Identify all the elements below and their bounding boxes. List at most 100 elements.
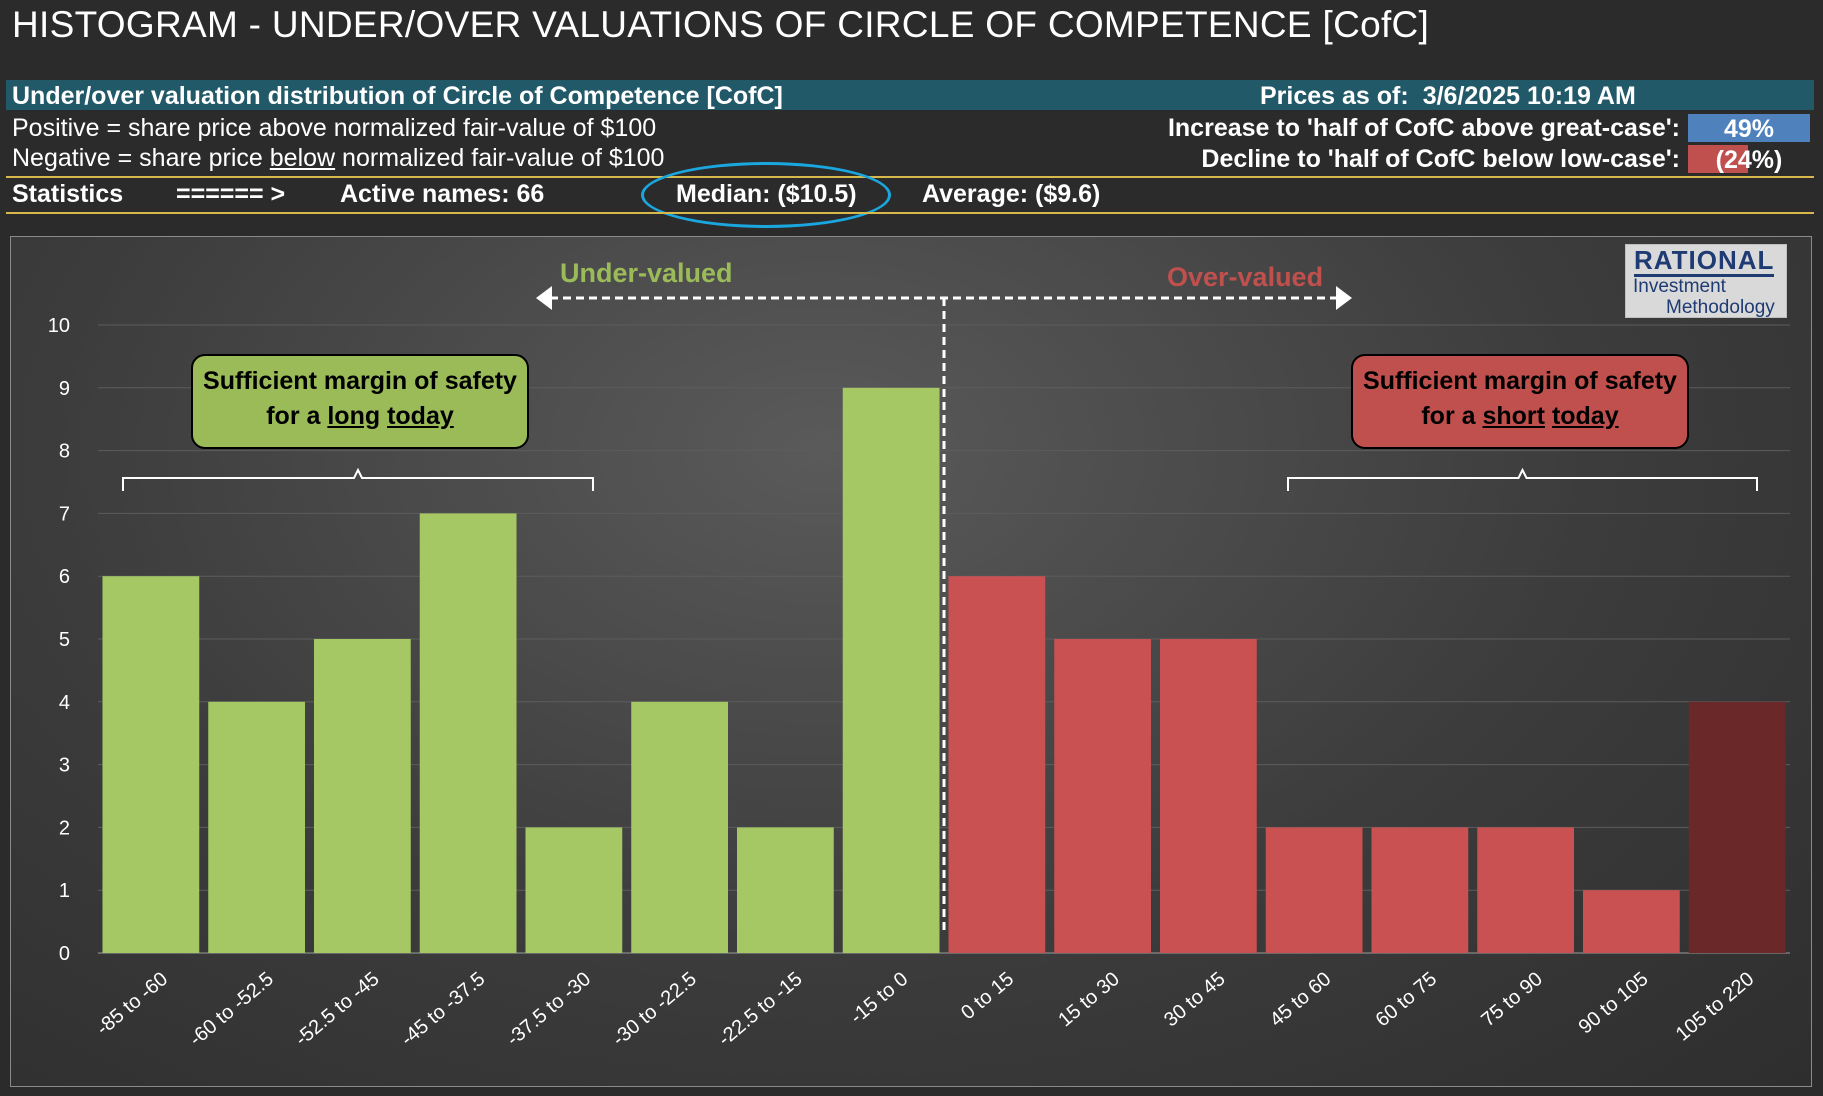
logo-line1: RATIONAL: [1634, 245, 1775, 277]
long-callout-today: today: [387, 402, 454, 430]
arrow-right-icon: [1336, 286, 1352, 310]
y-tick-label: 1: [59, 880, 70, 902]
negative-note-suffix: normalized fair-value of $100: [335, 144, 665, 172]
positive-note-emph: above: [258, 114, 327, 142]
long-margin-callout: Sufficient margin of safety for a long t…: [191, 354, 529, 449]
y-tick-label: 8: [59, 441, 70, 463]
average-stat: Average: ($9.6): [922, 180, 1100, 212]
negative-note: Negative = share price below normalized …: [12, 144, 664, 173]
x-tick-label: 0 to 15: [957, 968, 1018, 1024]
y-tick-label: 5: [59, 629, 70, 651]
short-callout-line2: for a short today: [1353, 399, 1687, 434]
y-tick-label: 4: [59, 692, 70, 714]
x-tick-label: -85 to -60: [92, 968, 172, 1040]
x-tick-label: 60 to 75: [1372, 968, 1442, 1031]
long-bracket: [122, 467, 594, 491]
bar-45-to-60: [1265, 827, 1363, 953]
short-callout-line1: Sufficient margin of safety: [1363, 367, 1677, 395]
increase-bar-fill: [1688, 114, 1810, 142]
decline-value: (24%): [1715, 146, 1783, 174]
x-tick-label: -30 to -22.5: [608, 968, 701, 1051]
positive-note: Positive = share price above normalized …: [12, 114, 656, 143]
banner-title: Under/over valuation distribution of Cir…: [12, 82, 783, 110]
x-tick-label: -22.5 to -15: [714, 968, 807, 1051]
bar-0-to-15: [948, 576, 1046, 953]
y-tick-label: 2: [59, 817, 70, 839]
y-tick-label: 10: [48, 315, 70, 337]
stats-label: Statistics: [12, 180, 124, 208]
short-margin-callout: Sufficient margin of safety for a short …: [1351, 354, 1689, 449]
short-callout-today: today: [1551, 402, 1619, 430]
bar-105-to-220: [1688, 701, 1786, 953]
x-tick-label: -45 to -37.5: [397, 968, 490, 1051]
short-callout-prefix: for a: [1421, 402, 1483, 430]
short-bracket: [1287, 467, 1758, 491]
positive-note-prefix: Positive = share price: [12, 114, 259, 142]
bar-90-to-105: [1582, 890, 1680, 953]
bars: [102, 387, 1786, 953]
bar--52.5-to--45: [313, 639, 411, 953]
bar-30-to-45: [1159, 639, 1257, 953]
bar--30-to--22.5: [631, 701, 729, 953]
long-callout-word: long: [327, 402, 381, 430]
arrow-left-icon: [536, 286, 552, 310]
long-callout-prefix: for a: [266, 402, 328, 430]
y-tick-label: 9: [59, 378, 70, 400]
x-tick-label: -52.5 to -45: [291, 968, 384, 1051]
page-title: HISTOGRAM - UNDER/OVER VALUATIONS OF CIR…: [12, 4, 1430, 45]
annotations: Under-valued Over-valued: [122, 258, 1758, 935]
rational-logo: RATIONAL Investment Methodology: [1625, 244, 1787, 318]
decline-bar: (24%): [1688, 145, 1810, 174]
y-tick-label: 7: [59, 503, 70, 525]
negative-note-emph: below: [269, 144, 336, 172]
bar-75-to-90: [1477, 827, 1575, 953]
x-tick-label: 45 to 60: [1266, 968, 1336, 1031]
bar-60-to-75: [1371, 827, 1469, 953]
bar--15-to-0: [842, 387, 940, 953]
bar--85-to--60: [102, 576, 200, 953]
x-tick-label: -37.5 to -30: [503, 968, 596, 1051]
y-tick-label: 3: [59, 755, 70, 777]
over-valued-label: Over-valued: [1167, 262, 1323, 292]
increase-label: Increase to 'half of CofC above great-ca…: [1167, 114, 1680, 142]
prices-label: Prices as of:: [1260, 82, 1409, 110]
average-value: ($9.6): [1035, 180, 1101, 208]
x-tick-label: 90 to 105: [1575, 968, 1653, 1038]
positive-note-suffix: normalized fair-value of $100: [326, 114, 657, 142]
x-tick-label: 105 to 220: [1672, 968, 1759, 1046]
y-tick-labels: 0 1 2 3 4 5 6 7 8 9 10: [48, 315, 70, 965]
bar--22.5-to--15: [736, 827, 834, 953]
prices-value: 3/6/2025 10:19 AM: [1422, 82, 1636, 110]
short-callout-word: short: [1482, 402, 1545, 430]
bar--45-to--37.5: [419, 513, 517, 953]
logo-line3: Methodology: [1666, 297, 1775, 318]
x-tick-label: 30 to 45: [1160, 968, 1230, 1031]
y-tick-label: 0: [59, 943, 70, 965]
negative-note-prefix: Negative = share price: [12, 144, 270, 172]
median-highlight-ellipse: [641, 162, 891, 228]
long-callout-line1: Sufficient margin of safety: [203, 367, 517, 395]
under-valued-label: Under-valued: [560, 258, 733, 288]
decline-label: Decline to 'half of CofC below low-case'…: [1201, 145, 1680, 173]
active-names-label: Active names:: [340, 180, 510, 208]
stats-arrow: ====== >: [176, 180, 286, 208]
long-callout-line2: for a long today: [193, 399, 527, 434]
x-tick-labels: -85 to -60 -60 to -52.5 -52.5 to -45 -45 to…: [92, 968, 1758, 1051]
prices-as-of: Prices as of: 3/6/2025 10:19 AM: [1260, 82, 1636, 111]
x-tick-label: -15 to 0: [846, 968, 912, 1028]
decline-bar-fill: [1688, 145, 1748, 173]
divider-bottom: [6, 212, 1814, 214]
increase-bar: 49%: [1688, 114, 1810, 143]
active-names-value: 66: [516, 180, 545, 208]
x-tick-label: 15 to 30: [1054, 968, 1124, 1031]
increase-value: 49%: [1723, 115, 1775, 143]
divider-top: [6, 176, 1814, 178]
bar-15-to-30: [1054, 639, 1152, 953]
bar--37.5-to--30: [525, 827, 623, 953]
bar--60-to--52.5: [208, 701, 306, 953]
header-banner: Under/over valuation distribution of Cir…: [6, 80, 1814, 110]
logo-line2: Investment: [1633, 276, 1726, 297]
x-tick-label: 75 to 90: [1477, 968, 1547, 1031]
x-tick-label: -60 to -52.5: [185, 968, 278, 1051]
